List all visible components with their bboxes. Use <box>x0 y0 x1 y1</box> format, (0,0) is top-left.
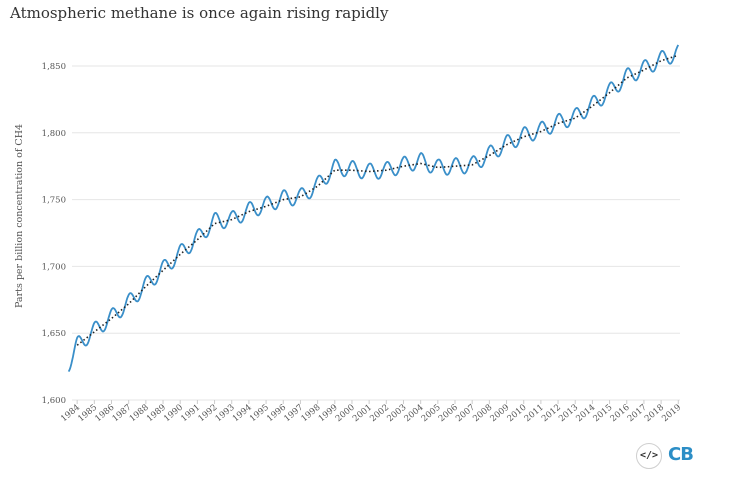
y-tick-label: 1,650 <box>42 329 66 339</box>
gridlines <box>72 65 680 401</box>
y-tick-label: 1,700 <box>42 262 66 272</box>
y-tick-label: 1,800 <box>42 129 66 139</box>
methane-trend-series <box>76 54 679 346</box>
chart-title: Atmospheric methane is once again rising… <box>10 4 389 22</box>
y-tick-label: 1,600 <box>42 396 66 406</box>
methane-monthly-series <box>67 44 680 373</box>
embed-code-icon[interactable]: </> <box>636 443 662 469</box>
x-tick-labels: 1984198519861987198819891990199119921993… <box>59 400 683 424</box>
x-tick-label: 2019 <box>660 403 683 425</box>
y-axis-title: Parts per billion concentration of CH4 <box>14 124 25 308</box>
y-tick-label: 1,850 <box>42 62 66 72</box>
series-lines <box>67 44 680 373</box>
cb-logo-text: CB <box>668 444 694 465</box>
y-tick-label: 1,750 <box>42 196 66 206</box>
carbon-brief-logo: </> CB <box>636 443 696 469</box>
y-tick-labels: 1,600 1,650 1,700 1,750 1,800 1,850 <box>42 62 66 406</box>
